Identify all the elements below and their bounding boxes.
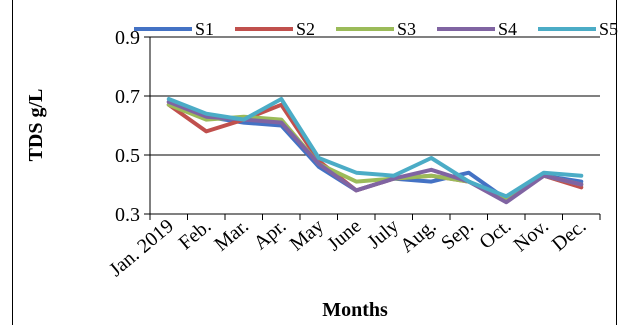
gridlines bbox=[150, 36, 600, 156]
x-tick-label: Nov. bbox=[510, 215, 553, 256]
x-tick-label: July bbox=[363, 215, 403, 253]
legend: S1 S2 S3 S4 S5 bbox=[134, 19, 618, 39]
legend-label-s4: S4 bbox=[498, 19, 517, 39]
y-tick-labels: 0.3 0.5 0.7 0.9 bbox=[115, 27, 140, 226]
y-tick-label: 0.3 bbox=[115, 204, 140, 226]
x-tick-label: Dec. bbox=[548, 215, 591, 256]
y-tick-label: 0.9 bbox=[115, 27, 140, 49]
x-tick-labels: Jan. 2019Feb.Mar.Apr.MayJuneJulyAug.Sep.… bbox=[105, 215, 590, 281]
y-tick-label: 0.5 bbox=[115, 145, 140, 167]
x-tick-label: Aug. bbox=[396, 215, 440, 257]
chart-frame bbox=[12, 0, 617, 325]
legend-label-s5: S5 bbox=[599, 19, 618, 39]
y-axis-title: TDS g/L bbox=[25, 89, 47, 162]
x-tick-label: June bbox=[323, 215, 365, 255]
x-axis-title: Months bbox=[322, 299, 388, 321]
x-tick-label: Feb. bbox=[175, 215, 216, 254]
x-tick-label: Mar. bbox=[210, 215, 253, 256]
legend-label-s1: S1 bbox=[195, 19, 214, 39]
series-lines bbox=[166, 97, 584, 205]
legend-label-s3: S3 bbox=[397, 19, 416, 39]
legend-label-s2: S2 bbox=[296, 19, 315, 39]
x-tick-label: Oct. bbox=[475, 215, 515, 254]
series-line-s5 bbox=[166, 97, 584, 199]
y-tick-label: 0.7 bbox=[115, 86, 140, 108]
x-tick-label: May bbox=[286, 215, 328, 255]
axes bbox=[144, 36, 601, 220]
x-tick-label: Sep. bbox=[437, 215, 478, 254]
x-tick-label: Apr. bbox=[250, 215, 291, 254]
